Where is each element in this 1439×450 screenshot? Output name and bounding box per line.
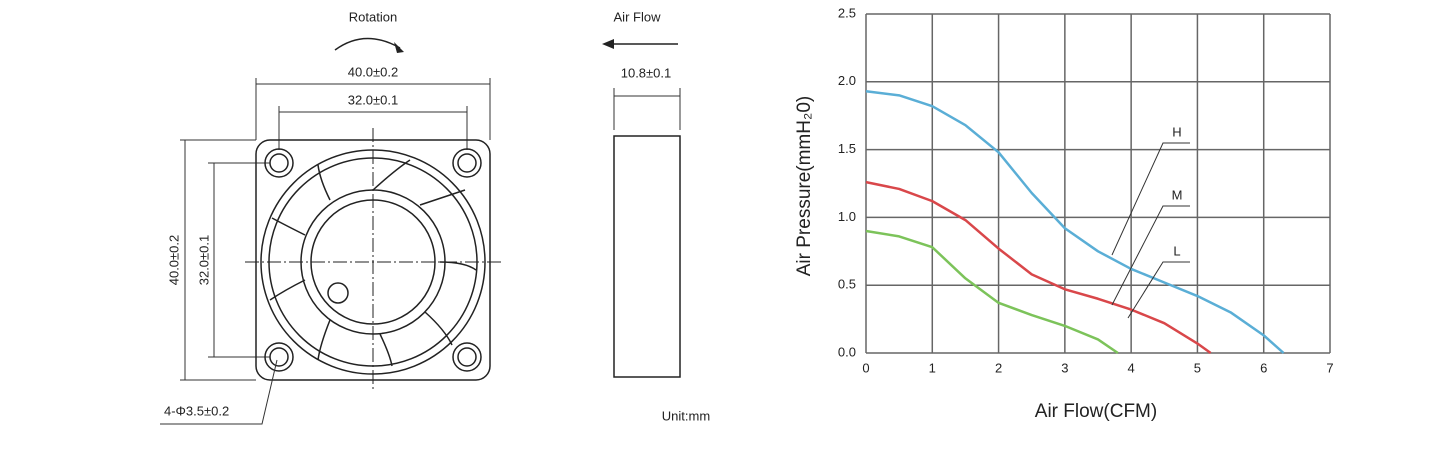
x-tick-label: 1 [929,360,936,375]
fan-blades [269,159,477,367]
x-tick-label: 2 [995,360,1002,375]
dim-label: 40.0±0.2 [166,235,181,286]
y-tick-label: 2.0 [838,73,856,88]
x-axis-label: Air Flow(CFM) [1035,401,1157,422]
dim-label: 40.0±0.2 [348,64,399,79]
series-line [865,90,1285,354]
side-body [613,135,681,378]
arrow-head [394,42,404,53]
legend-leader [1127,261,1190,319]
x-tick-label: 5 [1194,360,1201,375]
pq-chart: Air Flow(CFM) Air Pressure(mmH₂0) 0.0 0.5… [794,5,1334,422]
airflow-label: Air Flow [614,9,662,24]
fan-side-view: Air Flow 10.8±0.1 Unit:mm [602,9,710,423]
dim-label: 32.0±0.1 [196,235,211,286]
rotation-arrow [334,37,401,51]
legend-label: M [1172,187,1183,202]
legend-leader [1111,205,1190,306]
y-tick-label: 1.5 [838,141,856,156]
y-tick-label: 1.0 [838,209,856,224]
x-tick-label: 3 [1061,360,1068,375]
y-tick-label: 2.5 [838,5,856,20]
rotation-label: Rotation [349,9,397,24]
series-line [865,229,1119,355]
arrow-head [602,39,614,49]
fan-front-view: Rotation 40.0±0.2 32.0±0.1 40.0±0.2 32.0… [160,9,502,425]
leader-line [160,359,278,425]
x-tick-label: 6 [1260,360,1267,375]
hub-hole [327,282,349,304]
series-line [865,180,1212,355]
y-tick-label: 0.5 [838,277,856,292]
dim-label: 32.0±0.1 [348,92,399,107]
mount-holes [264,148,482,372]
hole-label: 4-Φ3.5±0.2 [164,403,229,418]
y-axis-label: Air Pressure(mmH₂0) [794,96,815,277]
x-tick-label: 7 [1326,360,1333,375]
x-tick-label: 0 [862,360,869,375]
dim-label: 10.8±0.1 [621,65,672,80]
legend-leader [1111,142,1190,256]
legend-label: H [1172,124,1181,139]
y-tick-label: 0.0 [838,344,856,359]
unit-label: Unit:mm [662,408,710,423]
legend-label: L [1173,243,1180,258]
x-tick-label: 4 [1128,360,1135,375]
